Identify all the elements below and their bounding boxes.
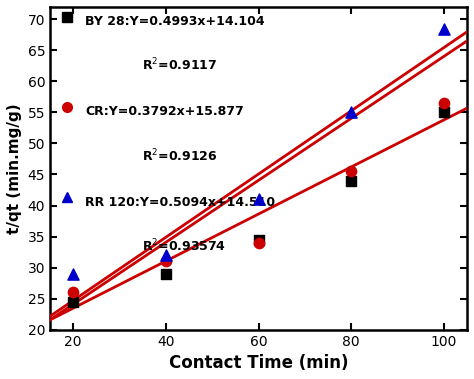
Point: [347, 178, 355, 184]
Text: R$^2$=0.93574: R$^2$=0.93574: [142, 238, 226, 254]
Point: [440, 110, 447, 116]
Point: [347, 168, 355, 174]
X-axis label: Contact Time (min): Contact Time (min): [169, 354, 348, 372]
Point: [255, 196, 262, 202]
Point: [69, 271, 77, 277]
Text: R$^2$=0.9126: R$^2$=0.9126: [142, 147, 218, 164]
Point: [69, 290, 77, 296]
Point: [347, 110, 355, 116]
Point: [162, 258, 170, 265]
Point: [255, 240, 262, 246]
Text: BY 28:Y=0.4993x+14.104: BY 28:Y=0.4993x+14.104: [85, 15, 265, 28]
Point: [440, 26, 447, 32]
Text: R$^2$=0.9117: R$^2$=0.9117: [142, 57, 217, 74]
Point: [162, 271, 170, 277]
Point: [162, 252, 170, 258]
Point: [69, 299, 77, 305]
Point: [440, 100, 447, 106]
Point: [255, 236, 262, 243]
Text: CR:Y=0.3792x+15.877: CR:Y=0.3792x+15.877: [85, 105, 244, 118]
Text: RR 120:Y=0.5094x+14.510: RR 120:Y=0.5094x+14.510: [85, 196, 275, 209]
Y-axis label: t/qt (min.mg/g): t/qt (min.mg/g): [7, 103, 22, 233]
